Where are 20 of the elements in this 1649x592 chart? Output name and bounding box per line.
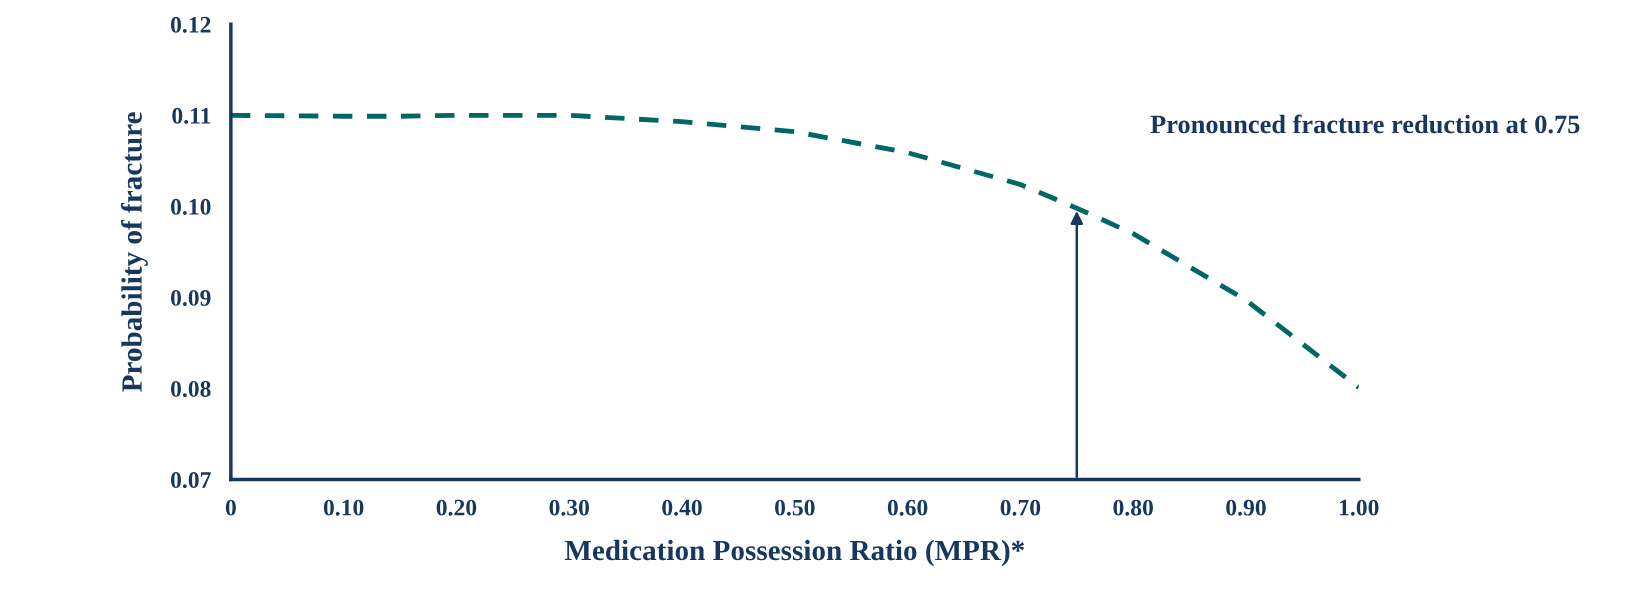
annotation: Pronounced fracture reduction at 0.75 <box>1150 114 1580 134</box>
x-tick-label: 0.80 <box>1113 499 1153 516</box>
x-tick-label: 0.30 <box>549 499 589 516</box>
y-tick-label: 0.11 <box>172 107 211 124</box>
y-tick-label: 0.07 <box>171 472 211 489</box>
x-axis-title: Medication Possession Ratio (MPR)* <box>564 539 1025 567</box>
y-tick-label: 0.12 <box>171 16 211 33</box>
x-tick-label: 0.60 <box>887 499 928 516</box>
y-axis-title: Probability of fracture <box>121 112 148 392</box>
x-tick-label: 0.40 <box>662 499 702 516</box>
y-tick-label: 0.10 <box>171 198 211 215</box>
x-tick-label: 0 <box>225 499 236 516</box>
x-tick-label: 0.10 <box>323 499 364 516</box>
y-tick-label: 0.08 <box>171 380 211 397</box>
x-tick-label: 0.20 <box>436 499 477 516</box>
x-tick-label: 0.70 <box>1000 499 1041 516</box>
x-tick-label: 0.50 <box>775 499 815 516</box>
x-tick-label: 0.90 <box>1226 499 1266 516</box>
x-tick-label: 1.00 <box>1340 499 1379 516</box>
y-tick-label: 0.09 <box>171 289 211 306</box>
